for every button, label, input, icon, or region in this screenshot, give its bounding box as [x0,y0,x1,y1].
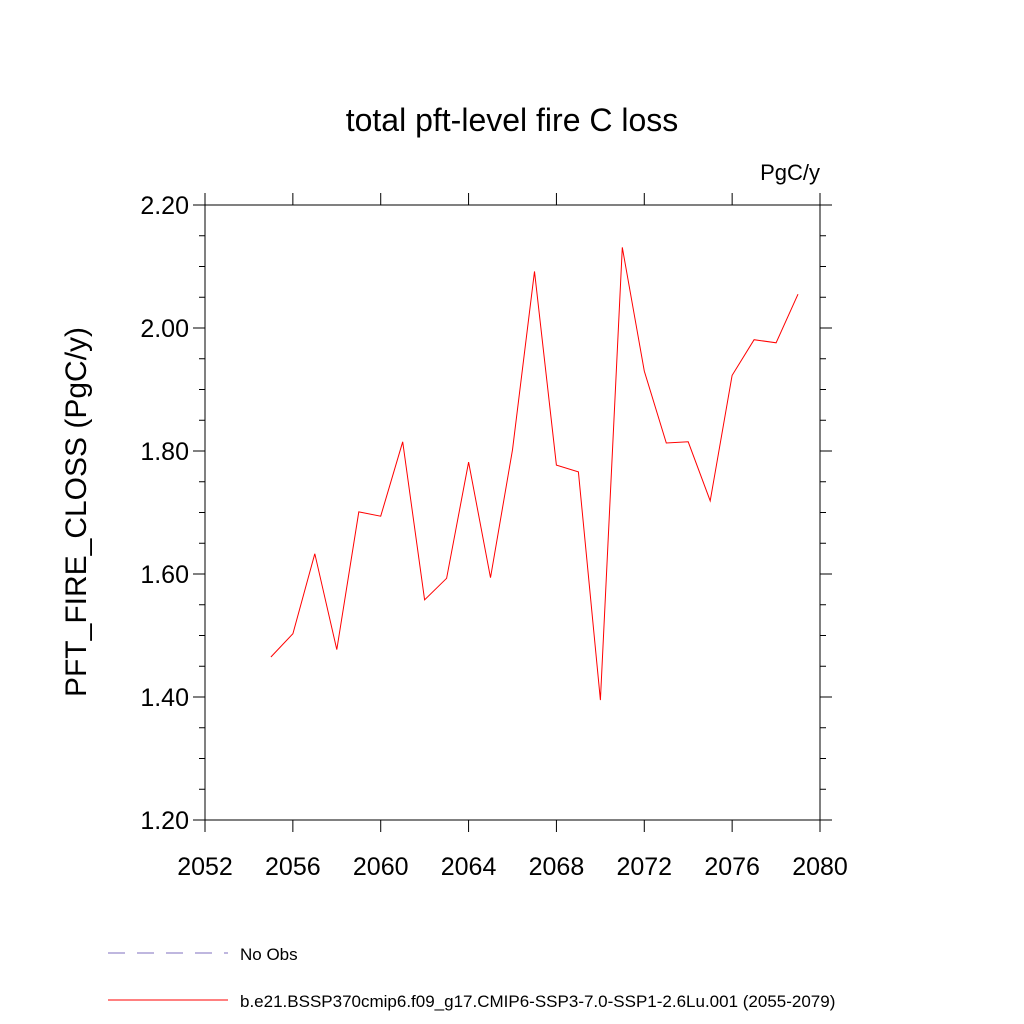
x-tick-label: 2056 [265,853,321,881]
legend: No Obs b.e21.BSSP370cmip6.f09_g17.CMIP6-S… [108,945,835,1011]
legend-label: b.e21.BSSP370cmip6.f09_g17.CMIP6-SSP3-7.… [240,992,835,1011]
legend-label: No Obs [240,945,298,964]
y-axis-title: PFT_FIRE_CLOSS (PgC/y) [60,327,93,697]
y-tick-label: 2.00 [140,315,189,343]
axis-ticks [193,193,832,832]
y-tick-label: 1.80 [140,438,189,466]
y-tick-label: 2.20 [140,192,189,220]
plot-frame [204,204,821,821]
y-tick-label: 1.40 [140,684,189,712]
x-tick-label: 2064 [441,853,497,881]
series-line [270,247,799,701]
series-lines [270,247,799,701]
x-tick-label: 2068 [529,853,585,881]
x-tick-labels: 2052 2056 2060 2064 2068 2072 2076 2080 [177,853,848,881]
x-tick-label: 2052 [177,853,233,881]
y-tick-label: 1.20 [140,807,189,835]
x-tick-label: 2080 [792,853,848,881]
y-tick-labels: 1.20 1.40 1.60 1.80 2.00 2.20 [140,192,189,835]
y-tick-label: 1.60 [140,561,189,589]
x-tick-label: 2060 [353,853,409,881]
chart-title: total pft-level fire C loss [346,102,679,138]
units-label: PgC/y [760,160,820,185]
x-tick-label: 2072 [616,853,672,881]
x-tick-label: 2076 [704,853,760,881]
